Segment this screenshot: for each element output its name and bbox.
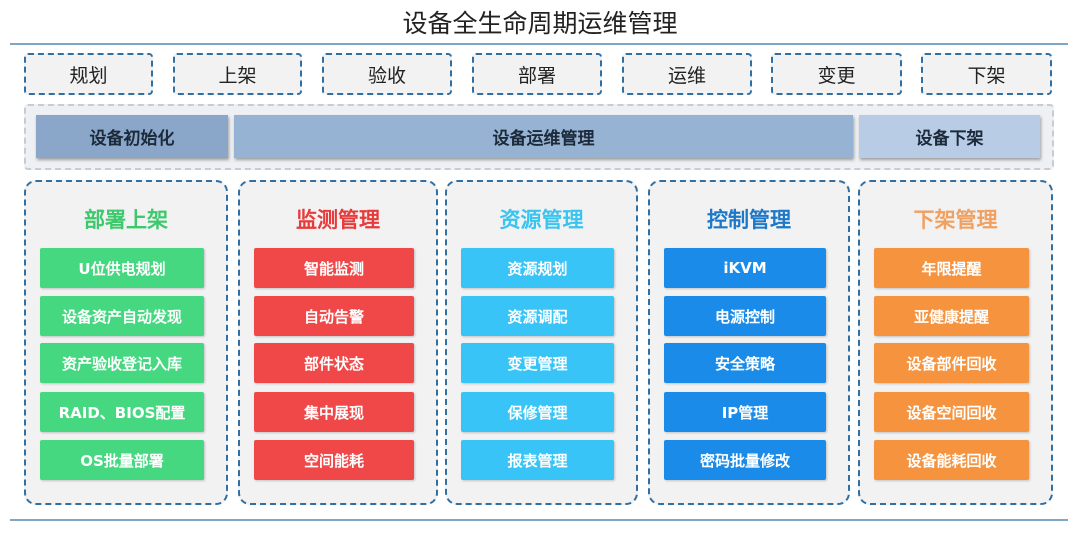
stage-box: 部署 [472, 53, 602, 95]
feature-item: 安全策略 [664, 343, 826, 383]
module-column: 下架管理年限提醒亚健康提醒设备部件回收 设备空间回收 设备能耗回收 [858, 180, 1053, 505]
feature-item: 报表管理 [461, 440, 614, 480]
column-title: 部署上架 [84, 207, 168, 232]
feature-item: 亚健康提醒 [874, 296, 1029, 336]
feature-item: iKVM [664, 248, 826, 288]
feature-item: 年限提醒 [874, 248, 1029, 288]
feature-item: OS批量部署 [40, 440, 204, 480]
page-title: 设备全生命周期运维管理 [402, 9, 678, 38]
stage-box: 下架 [921, 53, 1052, 95]
top-divider [10, 43, 1068, 45]
column-title: 资源管理 [499, 207, 584, 232]
feature-item: 变更管理 [461, 343, 614, 383]
module-column: 部署上架 U位供电规划 设备资产自动发现 资产验收登记入库 RAID、BIOS配置 OS批… [24, 180, 228, 505]
stage-box: 上架 [173, 53, 302, 95]
feature-item: 设备能耗回收 [874, 440, 1029, 480]
feature-item: 自动告警 [254, 296, 414, 336]
feature-item: 密码批量修改 [664, 440, 826, 480]
phase-bar: 设备运维管理 [234, 115, 853, 158]
feature-item: 设备空间回收 [874, 392, 1029, 432]
feature-item: IP管理 [664, 392, 826, 432]
feature-item: 电源控制 [664, 296, 826, 336]
feature-item: 设备部件回收 [874, 343, 1029, 383]
feature-item: 设备资产自动发现 [40, 296, 204, 336]
stage-box: 验收 [322, 53, 452, 95]
stage-box: 运维 [622, 53, 752, 95]
stage-box: 规划 [24, 53, 153, 95]
column-title: 下架管理 [913, 207, 998, 232]
bottom-divider [10, 519, 1068, 521]
module-column: 资源管理资源规划资源调配变更管理保修管理报表管理 [445, 180, 638, 505]
feature-item: 部件状态 [254, 343, 414, 383]
stage-box: 变更 [771, 53, 902, 95]
module-column: 控制管理 iKVM 电源控制安全策略 IP管理密码批量修改 [648, 180, 850, 505]
feature-item: 智能监测 [254, 248, 414, 288]
feature-item: 保修管理 [461, 392, 614, 432]
column-title: 控制管理 [707, 207, 791, 232]
feature-item: U位供电规划 [40, 248, 204, 288]
phase-bar: 设备初始化 [36, 115, 228, 158]
feature-item: 集中展现 [254, 392, 414, 432]
feature-item: RAID、BIOS配置 [40, 392, 204, 432]
feature-item: 空间能耗 [254, 440, 414, 480]
feature-item: 资源规划 [461, 248, 614, 288]
phase-bar: 设备下架 [859, 115, 1040, 158]
module-column: 监测管理智能监测自动告警部件状态集中展现空间能耗 [238, 180, 438, 505]
column-title: 监测管理 [296, 207, 380, 232]
feature-item: 资源调配 [461, 296, 614, 336]
feature-item: 资产验收登记入库 [40, 343, 204, 383]
